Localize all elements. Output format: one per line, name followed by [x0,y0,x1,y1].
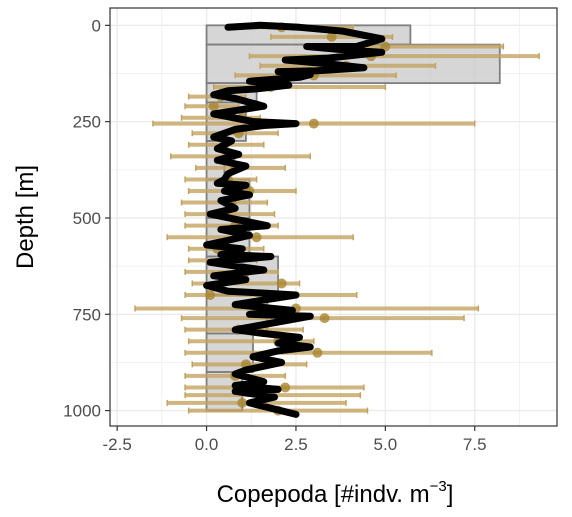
y-tick-label: 750 [73,305,101,324]
y-axis-title: Depth [m] [12,165,39,269]
y-tick-label: 0 [92,16,101,35]
sample-point [326,31,337,42]
x-tick-label: 7.5 [463,435,487,454]
x-axis-title-superscript: −3 [430,478,447,495]
x-tick-label: 0.0 [195,435,219,454]
profile-line [203,21,386,418]
sample-point [205,290,216,301]
x-tick-label: 5.0 [374,435,398,454]
sample-point [208,101,219,112]
y-axis-ticks: 0 250 500 750 1000 [63,16,110,421]
x-tick-label: 2.5 [284,435,308,454]
y-tick-label: 1000 [63,402,101,421]
x-axis-ticks: -2.5 0.0 2.5 5.0 7.5 [103,426,487,454]
sample-point [312,347,323,358]
x-axis-title-main: Copepoda [#indv. m [217,481,430,508]
profile-line-group [203,21,386,418]
y-tick-label: 250 [73,113,101,132]
sample-point [280,382,291,393]
panel-border [109,7,558,427]
sample-point [308,118,319,129]
sample-point [237,397,248,408]
x-axis-title-suffix: ] [447,481,454,508]
sample-point [319,313,330,324]
sample-point [276,278,287,289]
x-axis-title: Copepoda [#indv. m−3] [217,478,454,508]
x-tick-label: -2.5 [103,435,132,454]
y-tick-label: 500 [73,209,101,228]
sample-point [251,232,262,243]
